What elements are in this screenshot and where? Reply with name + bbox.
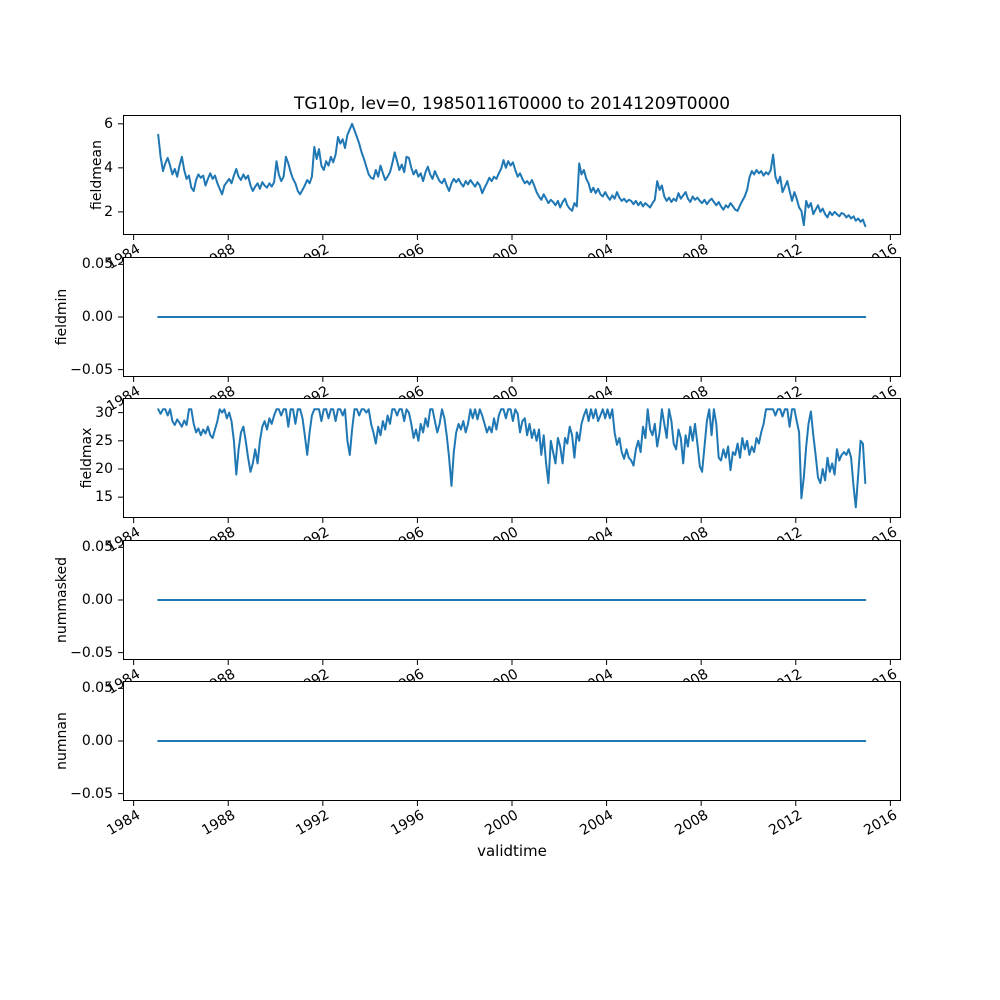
y-tick-label: 0.05 xyxy=(81,256,113,273)
subplot-fieldmin: 1984198819921996200020042008201220160.05… xyxy=(54,256,901,415)
y-tick-label: 2 xyxy=(104,203,113,220)
y-tick-label: 25 xyxy=(95,432,113,449)
x-tick-label-1984: 1984 xyxy=(104,807,144,839)
x-tick-label-2000: 2000 xyxy=(482,807,522,839)
x-tick-label-1996: 1996 xyxy=(388,807,427,839)
x-tick-label-2016: 2016 xyxy=(860,807,900,839)
y-tick-label: −0.05 xyxy=(70,785,113,802)
axes-frame xyxy=(123,115,901,235)
y-tick-label: 15 xyxy=(95,489,113,506)
subplot-fieldmean: 1984 1988 1992 1996 2000 2004 2008 2012 2016 2 4 6 f… xyxy=(89,115,901,273)
y-axis-label-fieldmax: fieldmax xyxy=(79,427,95,489)
subplot-numnan: 1984 1988 1992 1996 2000 2004 2008 2012 2016 0.05… xyxy=(54,680,901,839)
y-axis-label-nummasked: nummasked xyxy=(54,556,70,644)
y-tick-label: 0.00 xyxy=(81,592,113,608)
x-tick-label-1988: 1988 xyxy=(198,807,238,839)
x-tick-label-1992: 1992 xyxy=(293,807,333,839)
y-tick-label: 0.00 xyxy=(81,733,113,749)
x-axis-label: validtime xyxy=(477,842,547,860)
y-tick-label: −0.05 xyxy=(70,644,113,661)
fieldmax-line xyxy=(157,408,867,509)
x-tick-label-2012: 2012 xyxy=(766,807,806,839)
fieldmean-line xyxy=(157,122,867,228)
y-tick-label: 4 xyxy=(104,159,113,176)
numnan-plot-area xyxy=(118,681,901,806)
fieldmin-plot-area xyxy=(118,257,901,382)
y-axis-label-fieldmean: fieldmean xyxy=(89,140,105,210)
fieldmean-plot-area xyxy=(118,115,901,240)
y-axis-label-fieldmin: fieldmin xyxy=(54,288,70,346)
x-tick-label-2008: 2008 xyxy=(671,807,711,839)
chart-title: TG10p, lev=0, 19850116T0000 to 20141209T… xyxy=(293,94,731,114)
subplot-fieldmax: 1984 1988 1992 1996 2000 2004 2008 2012 2016 15 20… xyxy=(79,398,901,556)
fieldmax-plot-area xyxy=(118,398,901,523)
nummasked-plot-area xyxy=(118,540,901,665)
y-tick-label: −0.05 xyxy=(70,361,113,378)
y-axis-label-numnan: numnan xyxy=(54,712,70,770)
y-tick-label: 0.00 xyxy=(81,309,113,325)
x-tick-label-2004: 2004 xyxy=(577,807,617,839)
y-tick-label: 20 xyxy=(95,460,113,477)
y-tick-label: 30 xyxy=(95,404,113,421)
y-tick-label: 0.05 xyxy=(81,680,113,697)
y-tick-label: 6 xyxy=(104,115,113,132)
subplot-nummasked: 1984198819921996200020042008201220160.05… xyxy=(54,539,901,698)
y-tick-label: 0.05 xyxy=(81,539,113,556)
